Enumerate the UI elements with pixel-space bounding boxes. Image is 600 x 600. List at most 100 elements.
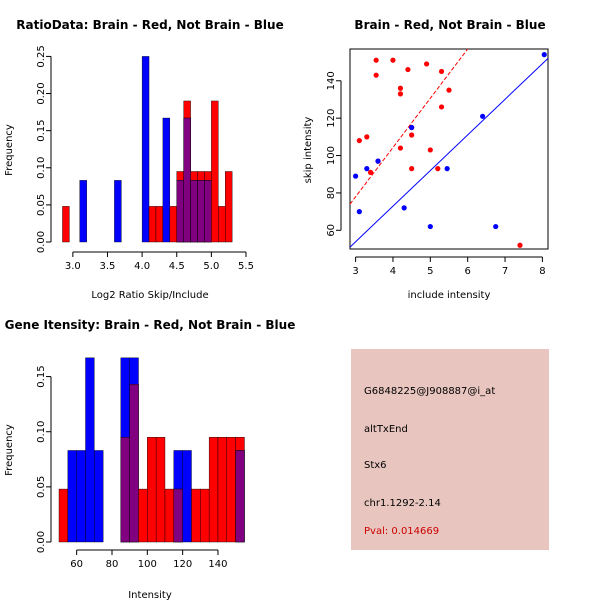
scatter-point-not-brain bbox=[375, 158, 381, 164]
scatter-point-brain bbox=[390, 57, 396, 63]
gene-x-tick-label: 100 bbox=[138, 559, 157, 570]
ratio-bar-overlap bbox=[204, 180, 212, 243]
gene-bar-brain bbox=[191, 488, 201, 543]
ratio-bar-not-brain bbox=[162, 117, 171, 243]
gene-bar-brain bbox=[226, 437, 236, 543]
gene-bar-overlap bbox=[173, 488, 183, 543]
ratio-y-tick-label: 0.20 bbox=[36, 82, 47, 104]
gene-y-tick-label: 0.00 bbox=[36, 531, 47, 553]
scatter-x-tick-label: 6 bbox=[464, 266, 470, 277]
gene-x-axis-label: Intensity bbox=[128, 590, 172, 600]
ratio-bar-brain bbox=[169, 206, 177, 243]
gene-bar-brain bbox=[155, 437, 166, 543]
gene-x-tick-label: 120 bbox=[173, 559, 192, 570]
ratio-y-tick-label: 0.00 bbox=[36, 231, 47, 253]
gene-bar-brain bbox=[138, 488, 148, 543]
scatter-panel: Brain - Red, Not Brain - Blue include in… bbox=[303, 18, 549, 301]
probe-id: G6848225@J908887@i_at bbox=[364, 386, 496, 397]
scatter-y-tick-label: 60 bbox=[326, 224, 337, 237]
ratio-bar-brain bbox=[155, 206, 164, 243]
ratio-x-tick-label: 3.0 bbox=[65, 261, 81, 272]
p-value: Pval: 0.014669 bbox=[364, 526, 440, 537]
ratio-bar-overlap bbox=[197, 180, 205, 243]
scatter-point-brain bbox=[435, 166, 441, 172]
ratio-x-tick-label: 4.0 bbox=[134, 261, 150, 272]
scatter-point-brain bbox=[409, 132, 415, 138]
scatter-x-tick-label: 3 bbox=[352, 266, 358, 277]
ratio-bar-brain bbox=[148, 206, 157, 243]
gene-y-tick-label: 0.10 bbox=[36, 421, 47, 443]
ratio-x-axis-label: Log2 Ratio Skip/Include bbox=[91, 290, 208, 301]
gene-histogram-panel: Gene Itensity: Brain - Red, Not Brain - … bbox=[4, 318, 295, 600]
scatter-point-not-brain bbox=[364, 166, 370, 172]
scatter-x-tick-label: 5 bbox=[427, 266, 433, 277]
scatter-point-brain bbox=[397, 91, 404, 97]
scatter-point-brain bbox=[427, 147, 433, 153]
gene-y-tick-label: 0.15 bbox=[36, 365, 47, 387]
ratio-bars bbox=[62, 56, 233, 243]
ratio-bar-not-brain bbox=[114, 180, 122, 243]
gene-bar-not-brain bbox=[76, 450, 86, 543]
ratio-bar-overlap bbox=[183, 117, 191, 243]
scatter-point-brain bbox=[356, 137, 362, 144]
scatter-fit-lines bbox=[349, 48, 549, 248]
ratio-bar-overlap bbox=[190, 180, 198, 243]
gene-symbol: Stx6 bbox=[364, 460, 387, 471]
ratio-bar-brain bbox=[218, 206, 226, 243]
scatter-point-not-brain bbox=[356, 209, 362, 215]
scatter-axes: 3 4 5 6 7 8 60 80 100 120 140 bbox=[326, 71, 546, 277]
ratio-bar-brain bbox=[225, 171, 233, 243]
scatter-point-brain bbox=[397, 145, 404, 151]
scatter-y-tick-label: 80 bbox=[326, 187, 337, 200]
gene-bar-not-brain bbox=[182, 450, 192, 543]
gene-y-tick-label: 0.05 bbox=[36, 476, 47, 498]
ratio-y-tick-label: 0.10 bbox=[36, 157, 47, 179]
ratio-bar-brain bbox=[211, 100, 219, 243]
scatter-y-tick-label: 100 bbox=[326, 146, 337, 165]
fit-line-not-brain bbox=[349, 57, 549, 248]
gene-bar-overlap bbox=[129, 384, 139, 543]
gene-bar-not-brain bbox=[94, 450, 104, 543]
scatter-point-brain bbox=[405, 66, 411, 73]
scatter-chart-title: Brain - Red, Not Brain - Blue bbox=[354, 18, 545, 32]
ratio-bar-brain bbox=[62, 206, 70, 243]
gene-bar-brain bbox=[208, 437, 219, 543]
ratio-x-tick-label: 4.5 bbox=[169, 261, 185, 272]
scatter-point-brain bbox=[517, 242, 523, 248]
gene-bar-brain bbox=[217, 437, 228, 543]
scatter-point-not-brain bbox=[444, 166, 450, 172]
scatter-point-not-brain bbox=[541, 52, 547, 58]
gene-chart-title: Gene Itensity: Brain - Red, Not Brain - … bbox=[5, 318, 296, 332]
scatter-y-tick-label: 140 bbox=[326, 71, 337, 90]
ratio-y-tick-label: 0.05 bbox=[36, 194, 47, 216]
scatter-point-brain bbox=[438, 104, 445, 110]
scatter-plot-box bbox=[349, 48, 549, 250]
scatter-point-brain bbox=[409, 166, 415, 172]
scatter-point-not-brain bbox=[493, 223, 499, 230]
gene-bars bbox=[58, 357, 245, 543]
scatter-points bbox=[353, 52, 547, 248]
ratio-chart-title: RatioData: Brain - Red, Not Brain - Blue bbox=[16, 18, 283, 32]
scatter-y-axis-label: skip intensity bbox=[303, 117, 314, 184]
gene-axes: 60 80 100 120 140 0.00 0.05 0.10 0.15 bbox=[36, 365, 228, 570]
gene-y-axis-label: Frequency bbox=[4, 424, 15, 476]
scatter-point-brain bbox=[438, 68, 445, 75]
scatter-point-brain bbox=[397, 85, 404, 91]
ratio-x-tick-label: 5.0 bbox=[203, 261, 219, 272]
event-type: altTxEnd bbox=[364, 424, 408, 435]
ratio-bar-not-brain bbox=[141, 56, 150, 243]
gene-bar-not-brain bbox=[85, 357, 95, 543]
ratio-bar-not-brain bbox=[79, 180, 87, 243]
gene-bar-brain bbox=[58, 488, 69, 543]
scatter-point-not-brain bbox=[427, 223, 433, 230]
scatter-y-tick-label: 120 bbox=[326, 109, 337, 128]
ratio-axes: 3.0 3.5 4.0 4.5 5.0 5.5 0.00 0.05 0.10 0.15 0.20 0.… bbox=[36, 45, 254, 272]
ratio-bar-overlap bbox=[176, 180, 184, 243]
gene-x-tick-label: 140 bbox=[208, 559, 227, 570]
fit-line-brain bbox=[349, 48, 469, 205]
ratio-x-tick-label: 3.5 bbox=[100, 261, 116, 272]
scatter-point-brain bbox=[373, 72, 379, 78]
ratio-y-tick-label: 0.25 bbox=[36, 45, 47, 67]
